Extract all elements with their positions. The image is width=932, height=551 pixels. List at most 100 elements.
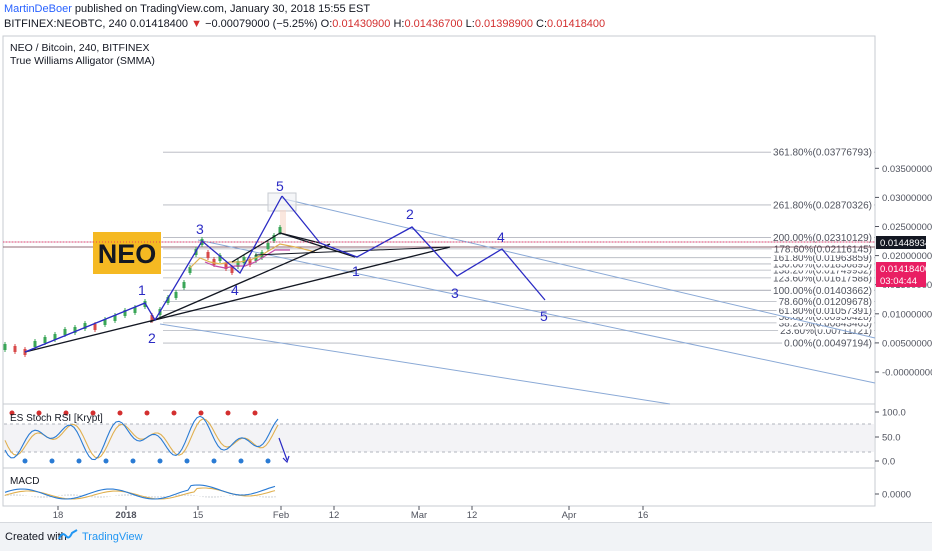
symbol-text: BITFINEX:NEOBTC, 240 0.01418400 — [4, 18, 189, 30]
fib-level-label: 61.80%(0.01057391) — [779, 306, 872, 317]
candle-body — [133, 307, 137, 313]
created-with-text: Created with — [5, 531, 67, 543]
stoch-overbought-dot — [252, 410, 258, 416]
low-label: L: — [465, 18, 475, 30]
channel-line-bottom[interactable] — [159, 323, 671, 405]
time-tick-label: 12 — [329, 510, 340, 521]
chart-canvas[interactable]: 0.00%(0.00497194) 23.60%(0.00711121)38.20… — [0, 32, 932, 522]
trendline-triangle-side[interactable] — [279, 232, 356, 258]
stoch-arrow-line — [278, 437, 288, 461]
fib-label-bg — [771, 253, 874, 265]
fib-label-bg — [771, 273, 874, 285]
candle-body — [224, 263, 228, 269]
stoch-oversold-dot — [211, 458, 217, 464]
trendline-wedge-upper[interactable] — [231, 232, 281, 263]
candle-body — [43, 337, 47, 343]
open-value: 0.01430900 — [332, 18, 391, 30]
trendline-flat[interactable] — [254, 246, 451, 256]
low-value: 0.01398900 — [474, 18, 533, 30]
candle-body — [123, 310, 127, 316]
indicator-title[interactable]: True Williams Alligator (SMMA) — [10, 55, 155, 67]
price-tick-label: 0.00500000 — [882, 338, 932, 349]
channel-line-upper[interactable] — [279, 197, 876, 339]
fib-label-bg — [776, 305, 874, 317]
author-link[interactable]: MartinDeBoer — [4, 3, 72, 15]
high-label: H: — [393, 18, 405, 30]
fib-level-label: 78.60%(0.01209678) — [779, 297, 872, 308]
neo-badge-label: NEO — [98, 239, 157, 269]
stoch-k-line — [4, 415, 279, 461]
fib-label-bg — [771, 244, 874, 256]
alligator-line — [189, 243, 316, 269]
oscillator-axis: 100.0 50.0 0.0 0.0000 — [875, 408, 911, 501]
fib-level-label: 261.80%(0.02870326) — [773, 200, 872, 211]
fib-level-label: 200.00%(0.02310129) — [773, 233, 872, 244]
candle-body — [266, 243, 270, 249]
time-axis[interactable]: 18 2018 15 Feb 12 Mar 12 Apr 16 — [53, 506, 649, 521]
fib-level-label: 138.20%(0.01749932) — [773, 266, 872, 277]
candle-body — [236, 261, 240, 267]
trendline-wedge-lower[interactable] — [149, 243, 331, 323]
fib-level-label: 23.60%(0.00711121) — [780, 326, 872, 337]
candle-body — [150, 315, 154, 321]
open-label: O: — [320, 18, 333, 30]
wave-label-3: 3 — [196, 221, 204, 237]
candle-body — [113, 315, 117, 321]
wave-label-b2: 2 — [406, 206, 414, 222]
candle-body — [33, 341, 37, 347]
fib-label-bg — [771, 233, 874, 245]
candle-body — [278, 227, 282, 233]
candle-body — [93, 324, 97, 330]
fib-level-label: 50.00%(0.00950428) — [779, 312, 872, 323]
current-price-label: 0.01418400 — [880, 264, 930, 275]
macd-title[interactable]: MACD — [10, 476, 39, 487]
candle-body — [242, 257, 246, 263]
fib-level-label: 178.60%(0.02116145) — [774, 244, 872, 255]
time-tick-label: 16 — [638, 510, 649, 521]
small-box — [280, 210, 286, 234]
time-tick-label: 12 — [467, 510, 478, 521]
trend-lines[interactable] — [24, 232, 451, 353]
fib-level-label: 38.20%(0.00843465) — [779, 318, 872, 329]
stoch-oversold-dot — [76, 458, 82, 464]
trendline-support[interactable] — [24, 246, 451, 353]
stoch-band — [4, 424, 874, 452]
stoch-oversold-dot — [238, 458, 244, 464]
tradingview-brand-text[interactable]: TradingView — [82, 531, 143, 543]
time-tick-label: Feb — [273, 510, 289, 521]
candle-body — [212, 259, 216, 265]
candle-body — [206, 252, 210, 258]
candle-body — [188, 267, 192, 273]
close-value: 0.01418400 — [547, 18, 606, 30]
published-text: published on TradingView.com, January 30… — [71, 3, 371, 15]
macd-line — [4, 484, 276, 500]
stoch-tick-label: 0.0 — [882, 457, 895, 468]
change-text: −0.00079000 (−5.25%) — [205, 18, 318, 30]
price-tick-label: 0.01000000 — [882, 309, 932, 320]
stoch-title[interactable]: ES Stoch RSI [Krypt] — [10, 413, 103, 424]
stoch-oversold-dot — [22, 458, 28, 464]
candle-body — [103, 319, 107, 325]
fib-level-label: 161.80%(0.01963859) — [773, 253, 872, 264]
fib-label-bg — [771, 147, 874, 159]
fib-level-label: 361.80%(0.03776793) — [773, 148, 872, 159]
candle-body — [63, 329, 67, 335]
wave-label-5: 5 — [276, 178, 284, 194]
price-tick-label: 0.03500000 — [882, 164, 932, 175]
countdown-label: 03:04:44 — [880, 276, 917, 287]
last-price-label: 0.01448934 — [880, 238, 930, 249]
wave-path-projection[interactable] — [281, 195, 546, 301]
price-tick-label: 0.02500000 — [882, 222, 932, 233]
channel-line-lower[interactable] — [197, 239, 876, 384]
publish-line: MartinDeBoer published on TradingView.co… — [4, 3, 370, 15]
trend-channels[interactable] — [159, 192, 876, 405]
elliott-wave[interactable]: 1 2 3 4 5 1 2 3 4 5 — [24, 178, 548, 353]
fib-extension[interactable]: 0.00%(0.00497194) 23.60%(0.00711121)38.20… — [3, 147, 875, 350]
fib-label-bg — [776, 312, 874, 324]
wave-label-b1: 1 — [352, 263, 360, 279]
wave-label-b3: 3 — [451, 285, 459, 301]
price-tick-label: 0.02000000 — [882, 251, 932, 262]
candle-body — [272, 235, 276, 241]
stoch-series — [4, 410, 279, 464]
stoch-overbought-dot — [63, 410, 69, 416]
